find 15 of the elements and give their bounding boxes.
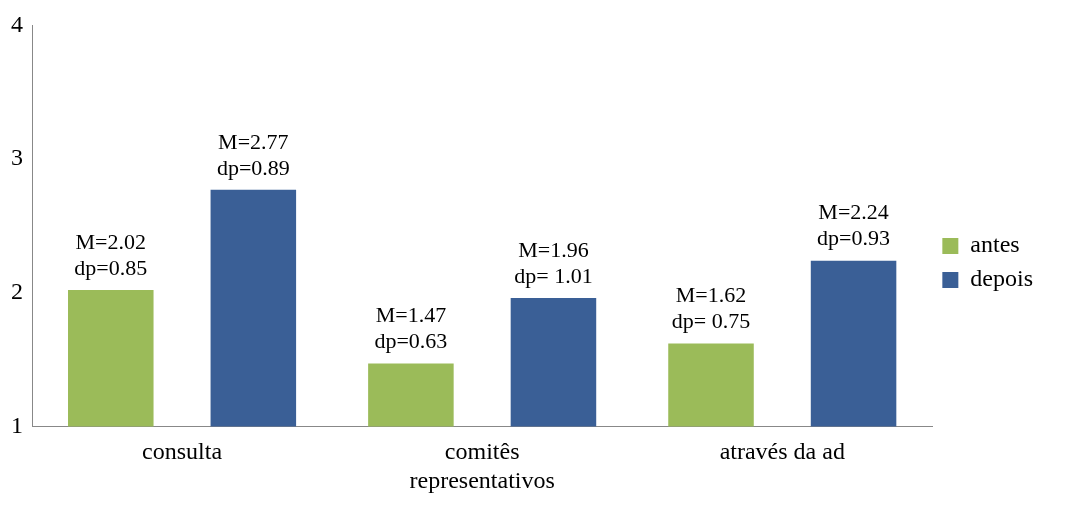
data-label: M=1.96 dp= 1.01: [514, 236, 593, 288]
x-tick-label: consulta: [142, 438, 223, 465]
y-tick-label: 3: [11, 144, 23, 171]
y-tick-label: 2: [11, 278, 23, 305]
data-label: M=1.47 dp=0.63: [374, 302, 448, 354]
x-tick-label: através da ad: [719, 438, 845, 465]
y-tick-label: 4: [11, 10, 23, 37]
data-label: M=2.02 dp=0.85: [74, 228, 148, 280]
legend-label: depois: [970, 265, 1034, 292]
data-label: M=2.24 dp=0.93: [817, 199, 891, 251]
legend-label: antes: [970, 231, 1020, 258]
x-tick-label: comitês representativos: [409, 438, 555, 493]
data-label: M=1.62 dp= 0.75: [671, 282, 751, 334]
data-label: M=2.77 dp=0.89: [216, 128, 290, 180]
y-tick-label: 1: [11, 411, 23, 438]
